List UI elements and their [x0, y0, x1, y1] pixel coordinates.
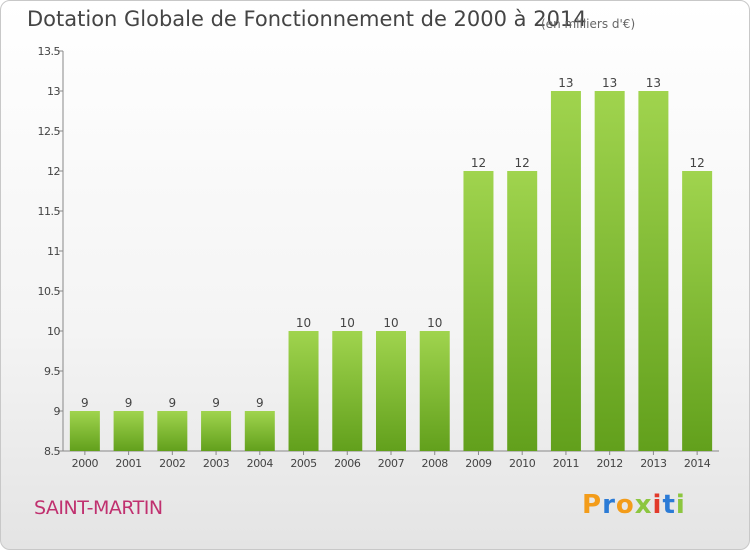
x-tick-label: 2010: [509, 457, 536, 470]
x-tick-label: 2011: [553, 457, 579, 470]
x-tick-label: 2006: [334, 457, 361, 470]
bar-value-label: 12: [689, 156, 704, 170]
logo-letter: r: [602, 490, 616, 520]
bar-2003[interactable]: [201, 411, 232, 451]
y-tick-label: 12: [47, 165, 60, 178]
y-tick-label: 9.5: [44, 365, 60, 378]
x-tick-label: 2001: [115, 457, 141, 470]
bar-value-label: 10: [296, 316, 311, 330]
bar-value-label: 10: [383, 316, 398, 330]
y-tick-label: 10: [47, 325, 60, 338]
bar-value-label: 9: [81, 396, 89, 410]
y-tick-label: 13: [47, 85, 60, 98]
bar-value-label: 13: [558, 76, 573, 90]
x-tick-label: 2002: [159, 457, 185, 470]
bar-2004[interactable]: [244, 411, 275, 451]
x-tick-label: 2009: [465, 457, 492, 470]
x-tick-label: 2004: [247, 457, 274, 470]
bar-2010[interactable]: [507, 171, 538, 451]
bar-value-label: 12: [471, 156, 486, 170]
bar-2006[interactable]: [332, 331, 363, 451]
logo-letter: t: [662, 490, 676, 520]
x-tick-label: 2007: [378, 457, 405, 470]
bar-value-label: 13: [646, 76, 661, 90]
commune-name: SAINT-MARTIN: [34, 497, 163, 519]
bar-2008[interactable]: [419, 331, 450, 451]
bar-value-label: 9: [125, 396, 133, 410]
y-tick-label: 11.5: [38, 205, 61, 218]
y-tick-label: 11: [47, 245, 60, 258]
x-tick-label: 2000: [72, 457, 99, 470]
bar-2013[interactable]: [638, 91, 669, 451]
logo-letter: i: [652, 490, 663, 520]
y-tick-label: 10.5: [38, 285, 61, 298]
bar-2012[interactable]: [594, 91, 625, 451]
logo-letter: i: [675, 490, 686, 520]
bar-2014[interactable]: [682, 171, 713, 451]
bar-value-label: 9: [256, 396, 264, 410]
x-tick-label: 2014: [684, 457, 711, 470]
bar-value-label: 10: [427, 316, 442, 330]
chart-title: Dotation Globale de Fonctionnement de 20…: [27, 7, 587, 31]
logo-letter: x: [634, 490, 653, 520]
bar-value-label: 10: [340, 316, 355, 330]
bar-value-label: 9: [169, 396, 177, 410]
logo-letter: P: [582, 490, 603, 520]
logo-letter: o: [615, 490, 635, 520]
bar-2007[interactable]: [376, 331, 406, 451]
bar-2002[interactable]: [157, 411, 188, 451]
y-tick-label: 9: [54, 405, 61, 418]
y-tick-label: 13.5: [38, 45, 61, 58]
y-tick-label: 8.5: [44, 445, 60, 458]
bar-2009[interactable]: [463, 171, 494, 451]
x-tick-label: 2013: [640, 457, 667, 470]
x-tick-label: 2008: [422, 457, 449, 470]
bar-2011[interactable]: [550, 91, 581, 451]
bar-value-label: 13: [602, 76, 617, 90]
x-tick-label: 2012: [596, 457, 622, 470]
bar-2005[interactable]: [288, 331, 319, 451]
bar-2000[interactable]: [69, 411, 100, 451]
bar-2001[interactable]: [113, 411, 144, 451]
chart-unit: (en milliers d'€): [541, 17, 636, 31]
bar-value-label: 9: [212, 396, 220, 410]
y-tick-label: 12.5: [38, 125, 61, 138]
proxiti-logo[interactable]: Proxiti: [582, 490, 686, 520]
x-tick-label: 2005: [290, 457, 317, 470]
x-tick-label: 2003: [203, 457, 230, 470]
bar-value-label: 12: [515, 156, 530, 170]
